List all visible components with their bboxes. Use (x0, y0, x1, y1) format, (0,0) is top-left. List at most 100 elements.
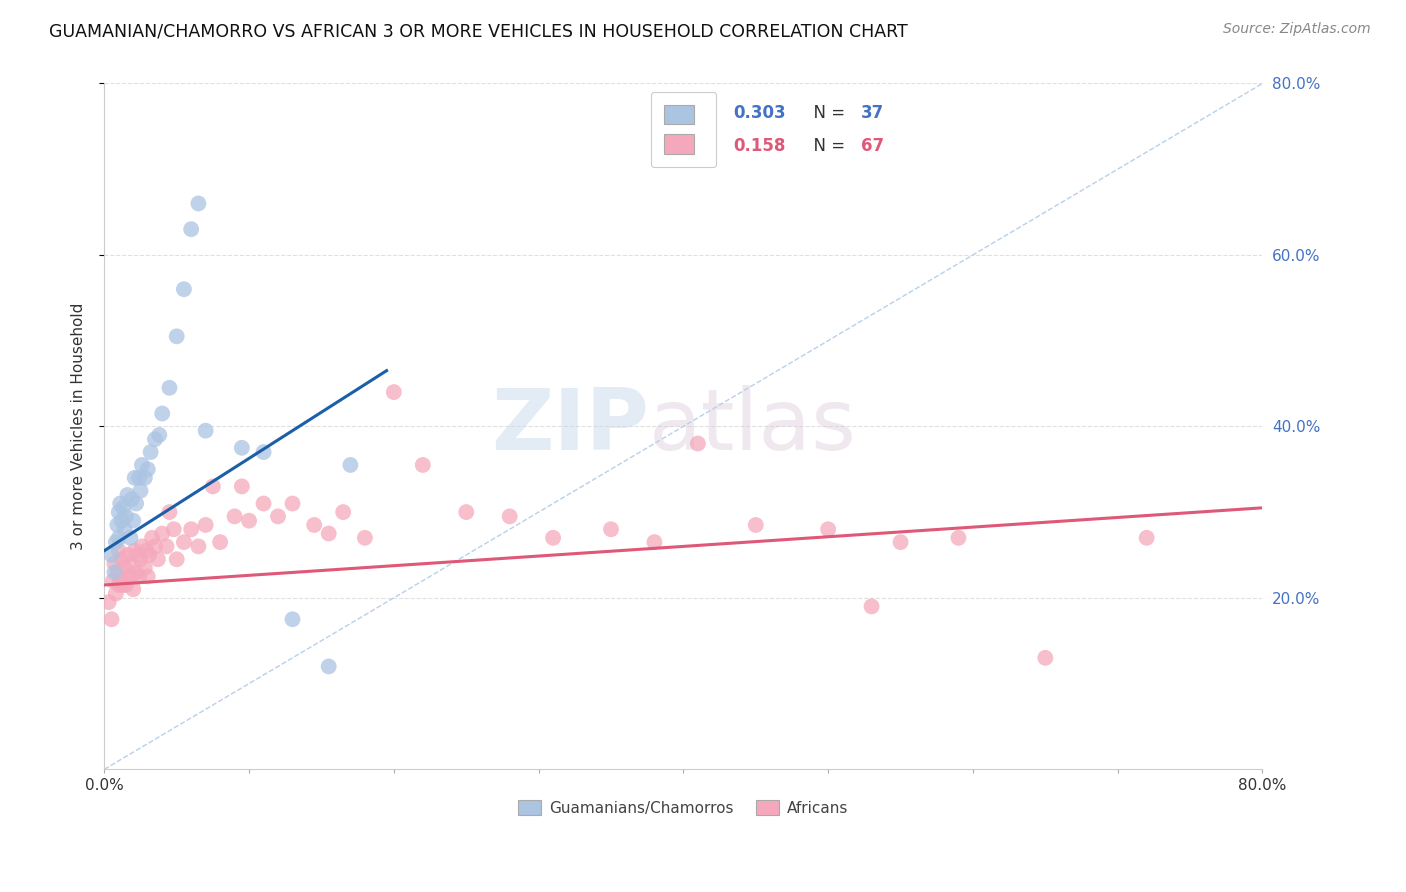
Point (100, 612, 122, 626)
Point (134, 471, 156, 485)
Point (143, 432, 166, 446)
Text: ZIP: ZIP (491, 384, 648, 468)
Point (107, 543, 129, 558)
Point (107, 531, 129, 545)
Point (339, 458, 361, 472)
Point (194, 424, 217, 438)
Point (173, 535, 195, 549)
Point (105, 565, 128, 579)
Point (97, 595, 120, 609)
Point (166, 329, 188, 343)
Point (150, 407, 173, 421)
Point (118, 569, 141, 583)
Text: N =: N = (803, 136, 851, 155)
Point (111, 514, 134, 528)
Point (120, 531, 142, 545)
Y-axis label: 3 or more Vehicles in Household: 3 or more Vehicles in Household (72, 302, 86, 550)
Point (101, 574, 124, 588)
Point (122, 514, 145, 528)
Point (187, 540, 209, 554)
Point (122, 582, 145, 597)
Point (201, 479, 224, 493)
Point (114, 561, 136, 575)
Point (127, 548, 149, 562)
Point (100, 548, 122, 562)
Point (332, 505, 354, 519)
Point (643, 535, 665, 549)
Point (125, 496, 148, 510)
Point (1033, 651, 1056, 665)
Point (139, 445, 162, 459)
Point (252, 445, 274, 459)
Point (148, 428, 170, 442)
Point (948, 531, 970, 545)
Point (745, 518, 768, 533)
Point (231, 441, 253, 455)
Point (281, 612, 304, 626)
Point (890, 535, 912, 549)
Point (121, 569, 143, 583)
Point (121, 492, 143, 507)
Point (1136, 531, 1159, 545)
Point (817, 522, 839, 536)
Text: R =: R = (669, 103, 706, 122)
Point (120, 557, 142, 571)
Point (135, 543, 157, 558)
Text: atlas: atlas (648, 384, 856, 468)
Point (141, 531, 163, 545)
Point (194, 518, 217, 533)
Point (117, 488, 139, 502)
Point (134, 561, 156, 575)
Point (136, 462, 159, 476)
Point (112, 578, 135, 592)
Point (105, 518, 128, 533)
Point (117, 548, 139, 562)
Point (318, 526, 340, 541)
Point (125, 565, 148, 579)
Point (129, 552, 152, 566)
Point (302, 518, 325, 533)
Point (382, 385, 405, 400)
Point (107, 578, 129, 592)
Text: Source: ZipAtlas.com: Source: ZipAtlas.com (1223, 22, 1371, 37)
Text: R =: R = (669, 136, 706, 155)
Point (456, 505, 478, 519)
Point (110, 574, 132, 588)
Point (541, 531, 564, 545)
Point (498, 509, 520, 524)
Point (115, 509, 138, 524)
Point (128, 471, 150, 485)
Point (146, 552, 169, 566)
Point (238, 514, 260, 528)
Point (124, 543, 146, 558)
Point (281, 496, 304, 510)
Point (114, 522, 136, 536)
Point (131, 458, 153, 472)
Point (143, 540, 166, 554)
Text: 67: 67 (860, 136, 884, 155)
Point (115, 578, 138, 592)
Point (136, 569, 159, 583)
Text: N =: N = (803, 103, 851, 122)
Point (159, 381, 181, 395)
Point (860, 599, 883, 614)
Point (103, 557, 125, 571)
Point (138, 548, 160, 562)
Point (103, 565, 125, 579)
Point (180, 222, 202, 236)
Point (686, 436, 709, 450)
Point (110, 496, 132, 510)
Point (600, 522, 623, 536)
Point (104, 586, 127, 600)
Point (155, 540, 177, 554)
Point (111, 552, 134, 566)
Point (163, 522, 186, 536)
Point (107, 505, 129, 519)
Point (209, 535, 232, 549)
Point (187, 196, 209, 211)
Point (112, 500, 135, 515)
Point (267, 509, 290, 524)
Point (173, 282, 195, 296)
Text: 37: 37 (860, 103, 884, 122)
Point (354, 531, 377, 545)
